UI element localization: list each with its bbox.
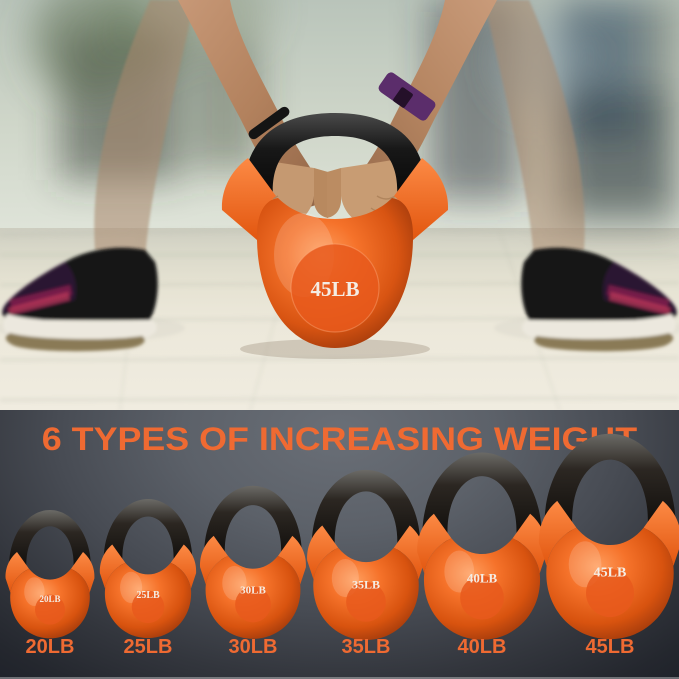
svg-text:45LB: 45LB xyxy=(586,636,635,658)
svg-text:40LB: 40LB xyxy=(467,571,498,586)
svg-text:25LB: 25LB xyxy=(136,590,160,601)
svg-text:20LB: 20LB xyxy=(39,594,60,604)
svg-text:30LB: 30LB xyxy=(240,585,266,597)
svg-text:40LB: 40LB xyxy=(458,636,507,658)
svg-text:45LB: 45LB xyxy=(594,566,627,581)
svg-text:35LB: 35LB xyxy=(342,636,391,658)
svg-text:20LB: 20LB xyxy=(26,636,75,658)
svg-text:35LB: 35LB xyxy=(352,578,380,592)
svg-text:30LB: 30LB xyxy=(229,636,278,658)
svg-text:25LB: 25LB xyxy=(124,636,173,658)
